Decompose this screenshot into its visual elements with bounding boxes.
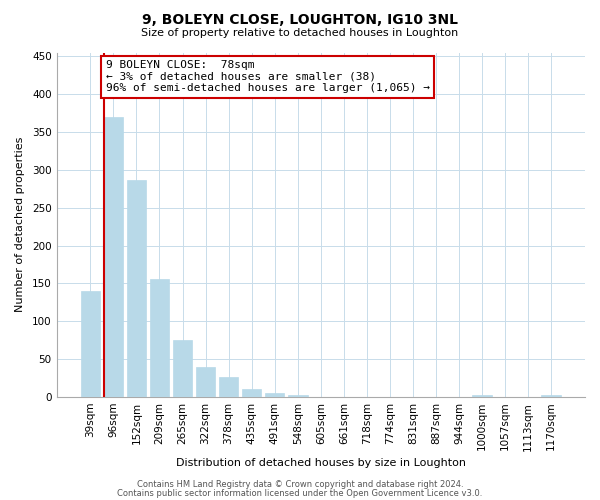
Bar xyxy=(149,279,169,397)
Text: Contains public sector information licensed under the Open Government Licence v3: Contains public sector information licen… xyxy=(118,488,482,498)
Bar xyxy=(288,396,308,397)
Bar xyxy=(196,368,215,397)
Bar xyxy=(80,291,100,397)
Text: 9, BOLEYN CLOSE, LOUGHTON, IG10 3NL: 9, BOLEYN CLOSE, LOUGHTON, IG10 3NL xyxy=(142,12,458,26)
Text: Size of property relative to detached houses in Loughton: Size of property relative to detached ho… xyxy=(142,28,458,38)
Bar xyxy=(242,388,262,397)
Bar xyxy=(541,396,561,397)
Bar xyxy=(127,180,146,397)
Bar xyxy=(104,117,123,397)
Bar xyxy=(472,394,492,397)
X-axis label: Distribution of detached houses by size in Loughton: Distribution of detached houses by size … xyxy=(176,458,466,468)
Bar xyxy=(265,393,284,397)
Y-axis label: Number of detached properties: Number of detached properties xyxy=(15,137,25,312)
Bar xyxy=(173,340,193,397)
Text: Contains HM Land Registry data © Crown copyright and database right 2024.: Contains HM Land Registry data © Crown c… xyxy=(137,480,463,489)
Text: 9 BOLEYN CLOSE:  78sqm
← 3% of detached houses are smaller (38)
96% of semi-deta: 9 BOLEYN CLOSE: 78sqm ← 3% of detached h… xyxy=(106,60,430,94)
Bar xyxy=(219,378,238,397)
